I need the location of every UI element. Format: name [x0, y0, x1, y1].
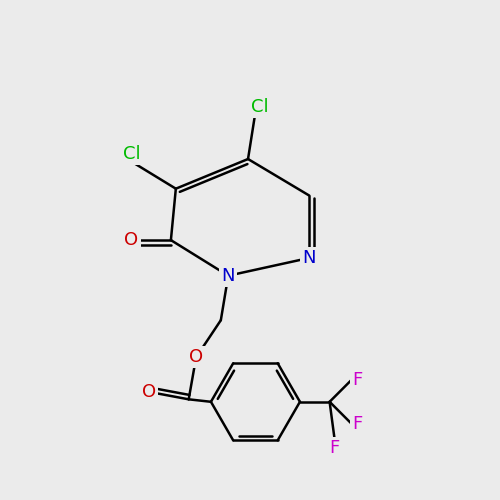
- Text: F: F: [352, 415, 363, 433]
- Text: Cl: Cl: [122, 145, 140, 163]
- Text: O: O: [189, 348, 203, 366]
- Text: O: O: [142, 383, 156, 401]
- Text: Cl: Cl: [250, 98, 268, 116]
- Text: N: N: [302, 249, 316, 267]
- Text: F: F: [352, 370, 363, 388]
- Text: F: F: [330, 439, 340, 457]
- Text: O: O: [124, 231, 138, 249]
- Text: N: N: [222, 266, 235, 284]
